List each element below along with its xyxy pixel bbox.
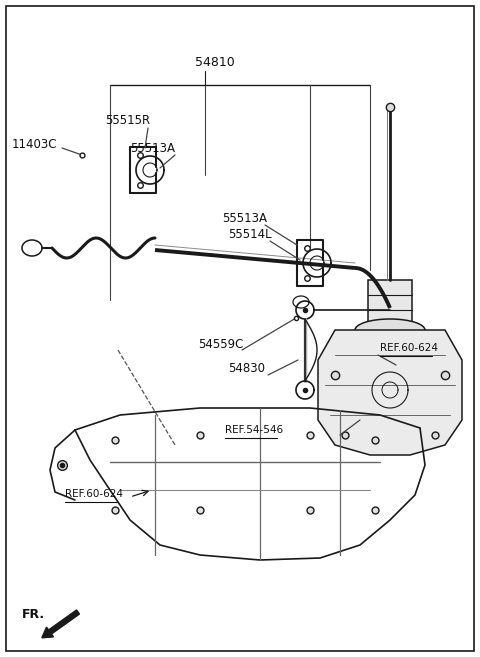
Text: 54810: 54810	[195, 55, 235, 68]
Text: 54830: 54830	[228, 361, 265, 374]
Text: 55514L: 55514L	[228, 227, 272, 240]
Text: 54559C: 54559C	[198, 338, 243, 350]
FancyArrow shape	[42, 610, 80, 638]
Text: 55513A: 55513A	[222, 212, 267, 225]
Bar	[368, 280, 412, 330]
Text: 55515R: 55515R	[105, 114, 150, 127]
Text: REF.54-546: REF.54-546	[225, 425, 283, 435]
Text: 55513A: 55513A	[130, 141, 175, 154]
Text: REF.60-624: REF.60-624	[380, 343, 438, 353]
Polygon shape	[318, 330, 462, 455]
Text: REF.60-624: REF.60-624	[65, 489, 123, 499]
Ellipse shape	[355, 319, 425, 341]
Text: 11403C: 11403C	[12, 139, 58, 152]
Text: FR.: FR.	[22, 608, 45, 620]
